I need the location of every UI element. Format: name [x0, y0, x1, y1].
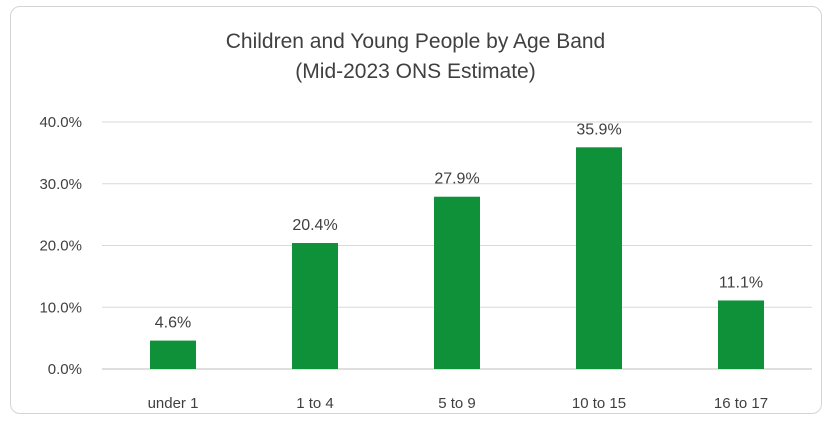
bar — [718, 300, 764, 369]
x-tick-label: 10 to 15 — [572, 395, 626, 412]
data-label: 20.4% — [292, 217, 337, 234]
y-tick-label: 10.0% — [39, 299, 82, 316]
y-tick-label: 20.0% — [39, 238, 82, 255]
x-tick-label: under 1 — [148, 395, 199, 412]
data-label: 4.6% — [155, 315, 191, 332]
chart-title: Children and Young People by Age Band — [225, 30, 606, 53]
data-label: 11.1% — [719, 274, 763, 291]
data-label: 27.9% — [434, 171, 479, 188]
chart-subtitle: (Mid-2023 ONS Estimate) — [295, 60, 536, 83]
x-tick-label: 16 to 17 — [714, 395, 768, 412]
y-tick-label: 40.0% — [39, 114, 82, 131]
chart-frame — [10, 6, 822, 414]
x-tick-label: 1 to 4 — [296, 395, 334, 412]
y-tick-label: 30.0% — [39, 176, 82, 193]
bar — [576, 147, 622, 369]
y-tick-label: 0.0% — [48, 361, 82, 378]
x-tick-label: 5 to 9 — [438, 395, 476, 412]
bar — [434, 196, 480, 369]
bar — [150, 340, 196, 369]
bar — [292, 243, 338, 369]
data-label: 35.9% — [576, 121, 621, 138]
